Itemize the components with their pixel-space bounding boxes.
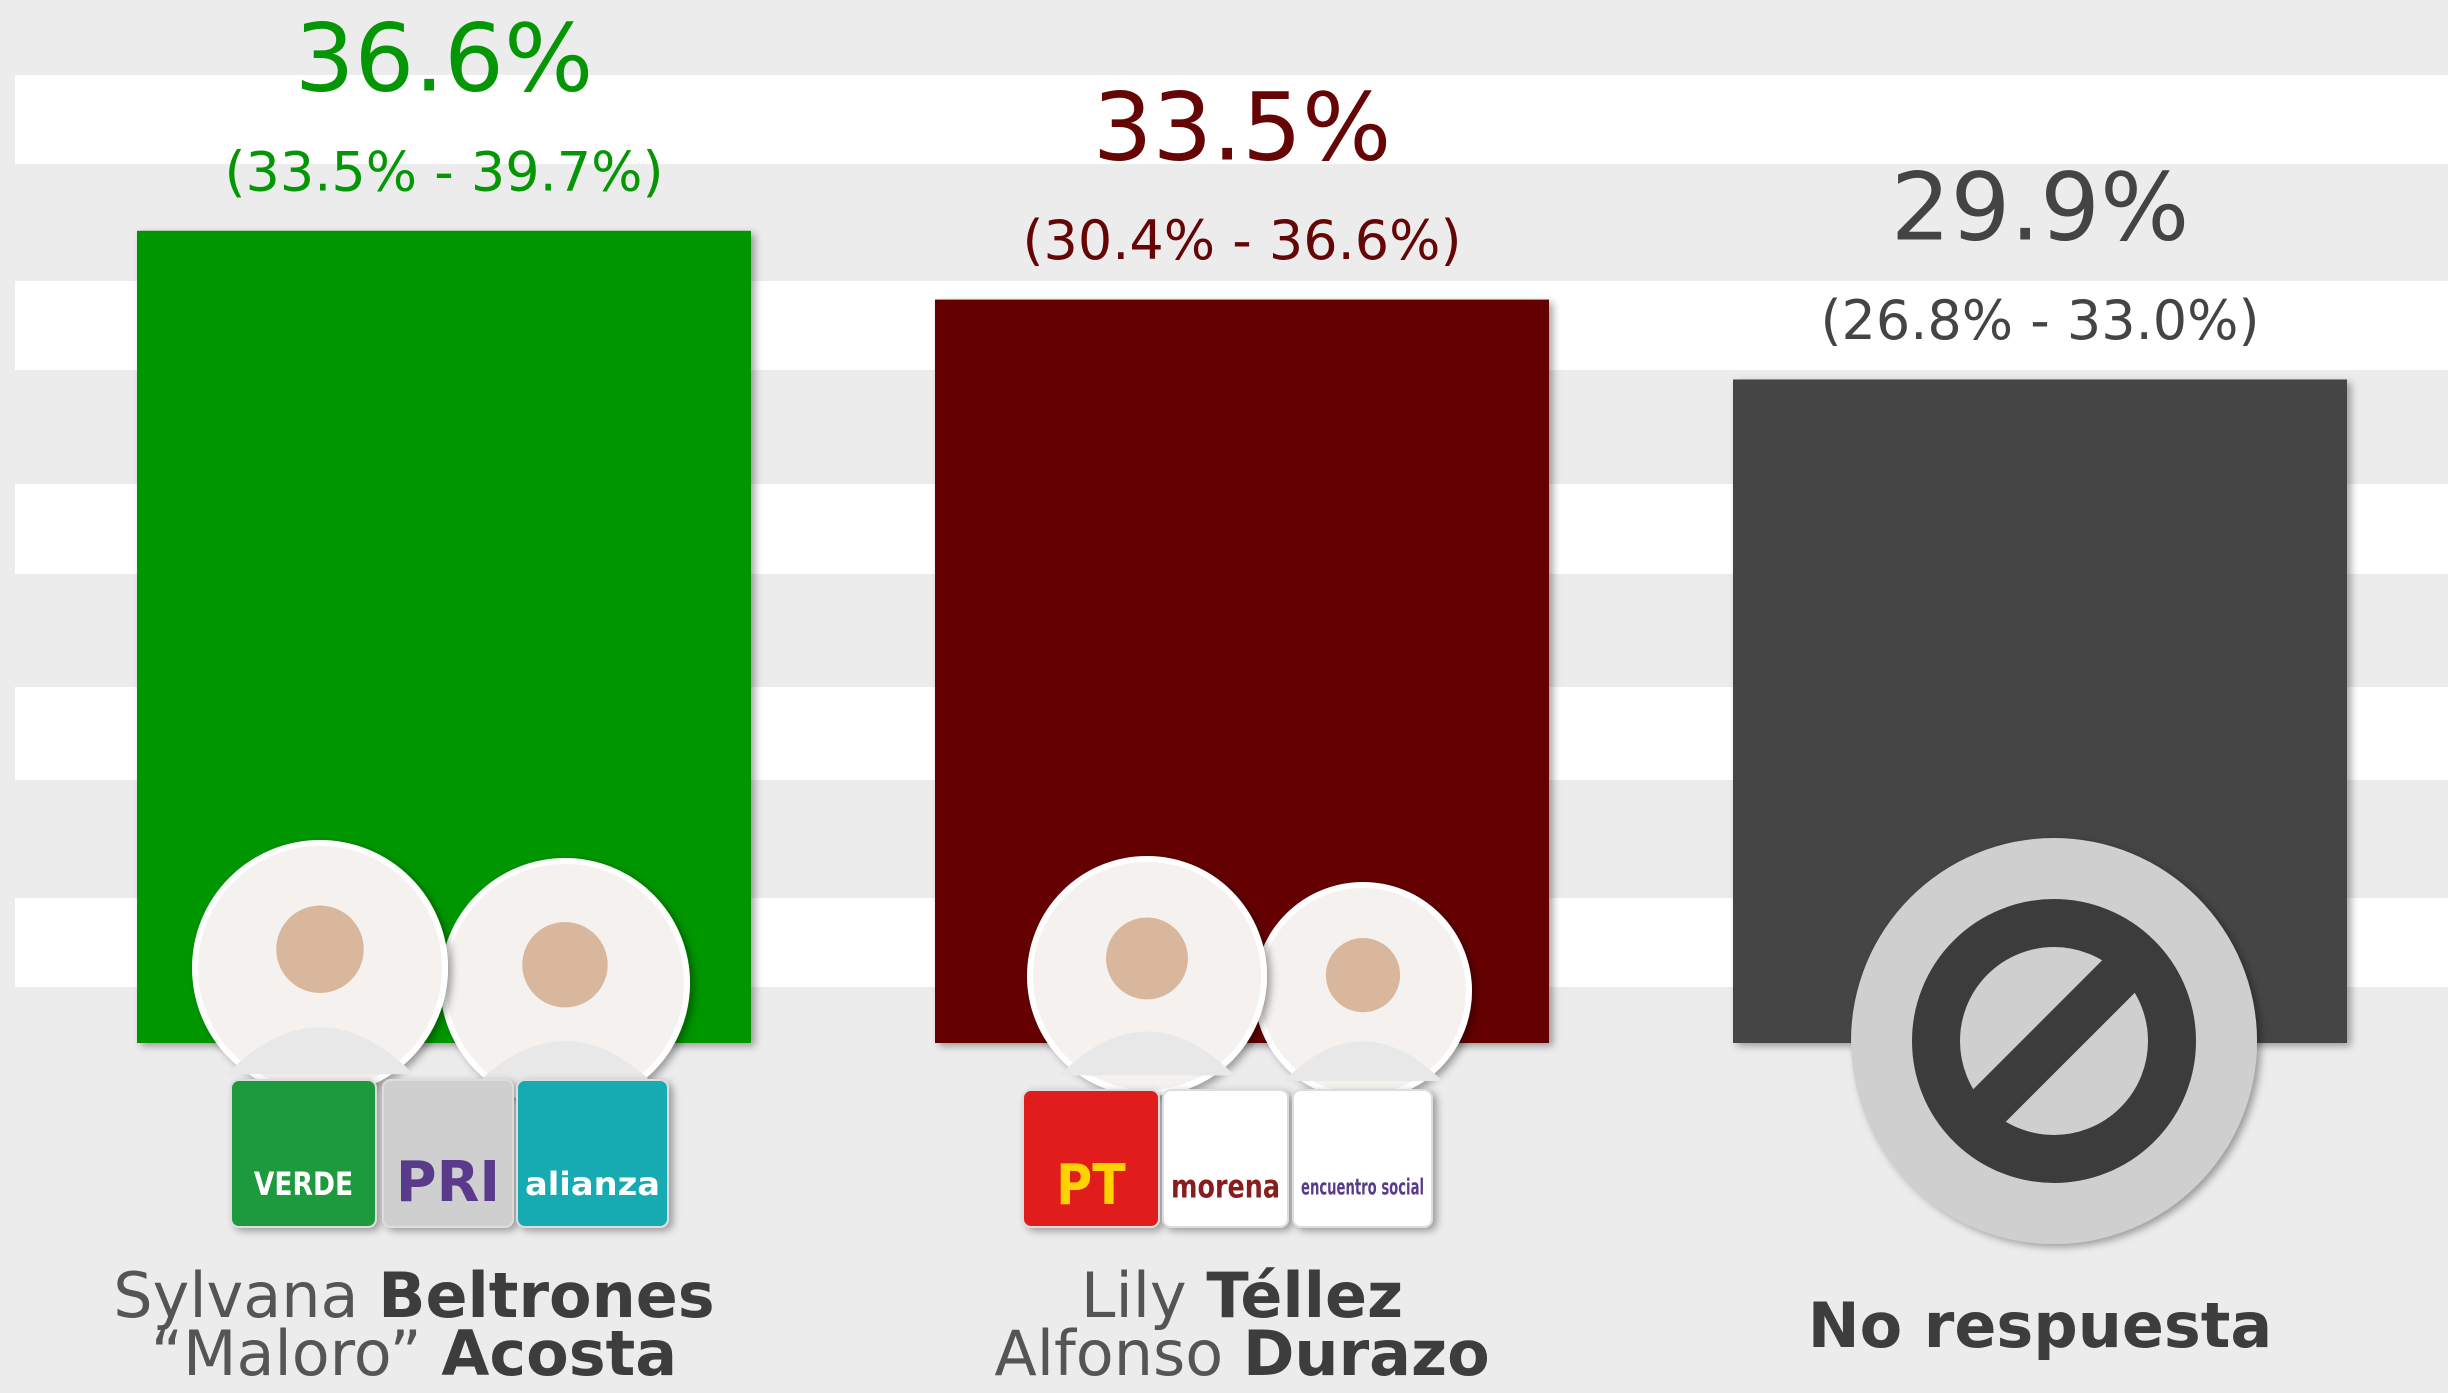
photo-body (1283, 1041, 1443, 1082)
stripe (15, 75, 2448, 164)
party-logo (1292, 1089, 1433, 1228)
category-label-part: Durazo (1243, 1317, 1490, 1390)
party-logo (516, 1079, 669, 1228)
interval-label: (30.4% - 36.6%) (1022, 209, 1461, 272)
photo-face (1325, 938, 1401, 1013)
category-label-part: Téllez (1206, 1259, 1403, 1332)
category-label-part: Lily (1081, 1259, 1187, 1332)
photo-face (1106, 917, 1188, 1000)
party-logo-text: PT (1056, 1153, 1125, 1218)
category-label: Lily Téllez (1081, 1259, 1403, 1332)
no-response-ring (1912, 899, 2196, 1183)
category-label-part: “Maloro” (151, 1317, 422, 1390)
photo-face (522, 922, 608, 1008)
category-label-part: Acosta (441, 1317, 677, 1390)
party-logo (230, 1079, 377, 1228)
interval-label: (33.5% - 39.7%) (224, 140, 663, 203)
category-label: Sylvana Beltrones (113, 1259, 714, 1332)
category-label: No respuesta (1808, 1289, 2273, 1362)
party-logo (382, 1079, 514, 1228)
no-response-slash (1957, 944, 2151, 1138)
party-logo-text: VERDE (254, 1165, 353, 1203)
category-label-part: No respuesta (1808, 1289, 2273, 1362)
party-logo (1022, 1089, 1160, 1228)
party-logo-text: encuentro social (1301, 1176, 1424, 1201)
category-label-part: Beltrones (378, 1259, 714, 1332)
value-label: 33.5% (1093, 73, 1392, 182)
party-logo-text: alianza (525, 1165, 660, 1203)
category-label-part: Sylvana (113, 1259, 358, 1332)
party-logo (1162, 1089, 1289, 1228)
photo-face (276, 905, 364, 993)
photo-body (473, 1040, 657, 1087)
value-label: 36.6% (295, 5, 594, 114)
category-label-part: Alfonso (994, 1317, 1223, 1390)
value-label: 29.9% (1891, 153, 2190, 262)
party-logo-text: morena (1171, 1168, 1280, 1206)
category-label: Alfonso Durazo (994, 1317, 1489, 1390)
interval-label: (26.8% - 33.0%) (1820, 289, 2259, 352)
photo-body (1059, 1031, 1235, 1076)
photo-body (226, 1027, 414, 1075)
category-label: “Maloro” Acosta (151, 1317, 677, 1390)
party-logo-text: PRI (396, 1150, 500, 1215)
